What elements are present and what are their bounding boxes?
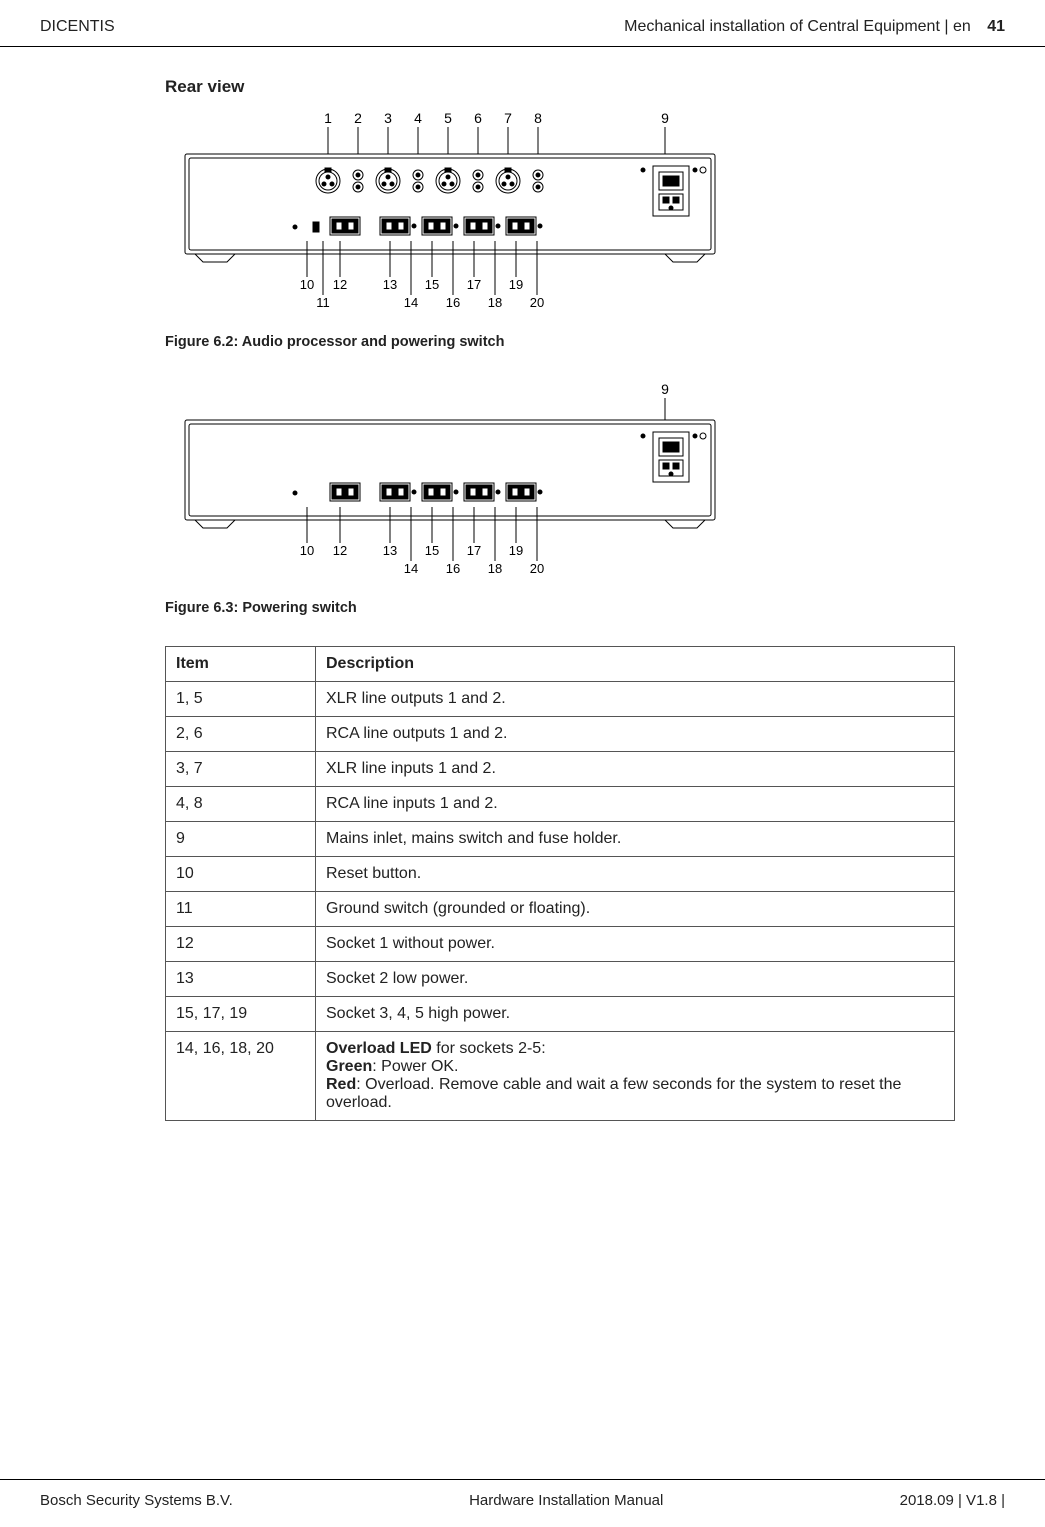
item-cell: 1, 5 xyxy=(166,682,316,717)
svg-text:9: 9 xyxy=(661,381,669,397)
table-row: 4, 8RCA line inputs 1 and 2. xyxy=(166,787,955,822)
svg-text:17: 17 xyxy=(467,277,481,292)
item-cell: 12 xyxy=(166,927,316,962)
footer-center: Hardware Installation Manual xyxy=(469,1492,663,1509)
svg-text:15: 15 xyxy=(425,277,439,292)
figure-6-2: 123456789 xyxy=(165,109,955,324)
desc-cell: Mains inlet, mains switch and fuse holde… xyxy=(316,822,955,857)
svg-text:15: 15 xyxy=(425,543,439,558)
section-title: Rear view xyxy=(165,77,955,97)
item-cell: 4, 8 xyxy=(166,787,316,822)
svg-text:3: 3 xyxy=(384,110,392,126)
page-footer: Bosch Security Systems B.V. Hardware Ins… xyxy=(0,1479,1045,1527)
svg-text:1: 1 xyxy=(324,110,332,126)
header-section: Mechanical installation of Central Equip… xyxy=(624,18,1005,36)
svg-text:18: 18 xyxy=(488,295,502,310)
svg-text:7: 7 xyxy=(504,110,512,126)
footer-right: 2018.09 | V1.8 | xyxy=(900,1492,1005,1509)
header-section-text: Mechanical installation of Central Equip… xyxy=(624,18,971,35)
svg-text:20: 20 xyxy=(530,295,544,310)
svg-text:12: 12 xyxy=(333,543,347,558)
svg-text:10: 10 xyxy=(300,277,314,292)
svg-text:2: 2 xyxy=(354,110,362,126)
svg-text:20: 20 xyxy=(530,561,544,576)
table-row: 11Ground switch (grounded or floating). xyxy=(166,892,955,927)
desc-cell: Socket 2 low power. xyxy=(316,962,955,997)
table-row: 13Socket 2 low power. xyxy=(166,962,955,997)
powering-switch-diagram: 9 xyxy=(165,380,735,585)
svg-text:5: 5 xyxy=(444,110,452,126)
desc-cell: RCA line outputs 1 and 2. xyxy=(316,717,955,752)
footer-left: Bosch Security Systems B.V. xyxy=(40,1492,233,1509)
desc-cell: Ground switch (grounded or floating). xyxy=(316,892,955,927)
svg-text:17: 17 xyxy=(467,543,481,558)
svg-text:14: 14 xyxy=(404,561,418,576)
col-header-desc: Description xyxy=(316,647,955,682)
svg-text:10: 10 xyxy=(300,543,314,558)
page-number: 41 xyxy=(987,18,1005,35)
item-cell: 2, 6 xyxy=(166,717,316,752)
svg-text:9: 9 xyxy=(661,110,669,126)
svg-text:12: 12 xyxy=(333,277,347,292)
table-row: 1, 5XLR line outputs 1 and 2. xyxy=(166,682,955,717)
header-product: DICENTIS xyxy=(40,18,115,36)
desc-cell: Socket 1 without power. xyxy=(316,927,955,962)
item-cell: 11 xyxy=(166,892,316,927)
svg-text:6: 6 xyxy=(474,110,482,126)
table-row: 3, 7XLR line inputs 1 and 2. xyxy=(166,752,955,787)
col-header-item: Item xyxy=(166,647,316,682)
item-cell: 3, 7 xyxy=(166,752,316,787)
svg-text:4: 4 xyxy=(414,110,422,126)
item-cell: 14, 16, 18, 20 xyxy=(166,1032,316,1121)
svg-text:13: 13 xyxy=(383,543,397,558)
table-row: 14, 16, 18, 20 Overload LED for sockets … xyxy=(166,1032,955,1121)
item-cell: 9 xyxy=(166,822,316,857)
desc-cell: XLR line outputs 1 and 2. xyxy=(316,682,955,717)
table-row: 15, 17, 19Socket 3, 4, 5 high power. xyxy=(166,997,955,1032)
svg-text:13: 13 xyxy=(383,277,397,292)
desc-cell: Overload LED for sockets 2-5: Green: Pow… xyxy=(316,1032,955,1121)
audio-processor-diagram: 123456789 xyxy=(165,109,735,319)
desc-cell: Socket 3, 4, 5 high power. xyxy=(316,997,955,1032)
desc-cell: RCA line inputs 1 and 2. xyxy=(316,787,955,822)
page-header: DICENTIS Mechanical installation of Cent… xyxy=(0,0,1045,47)
page-content: Rear view 123456789 xyxy=(0,47,1045,1121)
svg-text:14: 14 xyxy=(404,295,418,310)
svg-text:16: 16 xyxy=(446,561,460,576)
table-row: 12Socket 1 without power. xyxy=(166,927,955,962)
svg-text:18: 18 xyxy=(488,561,502,576)
table-row: 9Mains inlet, mains switch and fuse hold… xyxy=(166,822,955,857)
table-row: 2, 6RCA line outputs 1 and 2. xyxy=(166,717,955,752)
description-table: Item Description 1, 5XLR line outputs 1 … xyxy=(165,646,955,1121)
desc-cell: XLR line inputs 1 and 2. xyxy=(316,752,955,787)
figure-6-3: 9 xyxy=(165,380,955,590)
svg-text:19: 19 xyxy=(509,277,523,292)
svg-text:8: 8 xyxy=(534,110,542,126)
svg-text:16: 16 xyxy=(446,295,460,310)
svg-text:11: 11 xyxy=(316,295,330,310)
item-cell: 13 xyxy=(166,962,316,997)
figure-6-2-caption: Figure 6.2: Audio processor and powering… xyxy=(165,334,955,350)
figure-6-3-caption: Figure 6.3: Powering switch xyxy=(165,600,955,616)
svg-text:19: 19 xyxy=(509,543,523,558)
desc-cell: Reset button. xyxy=(316,857,955,892)
table-row: 10Reset button. xyxy=(166,857,955,892)
table-header-row: Item Description xyxy=(166,647,955,682)
item-cell: 10 xyxy=(166,857,316,892)
item-cell: 15, 17, 19 xyxy=(166,997,316,1032)
